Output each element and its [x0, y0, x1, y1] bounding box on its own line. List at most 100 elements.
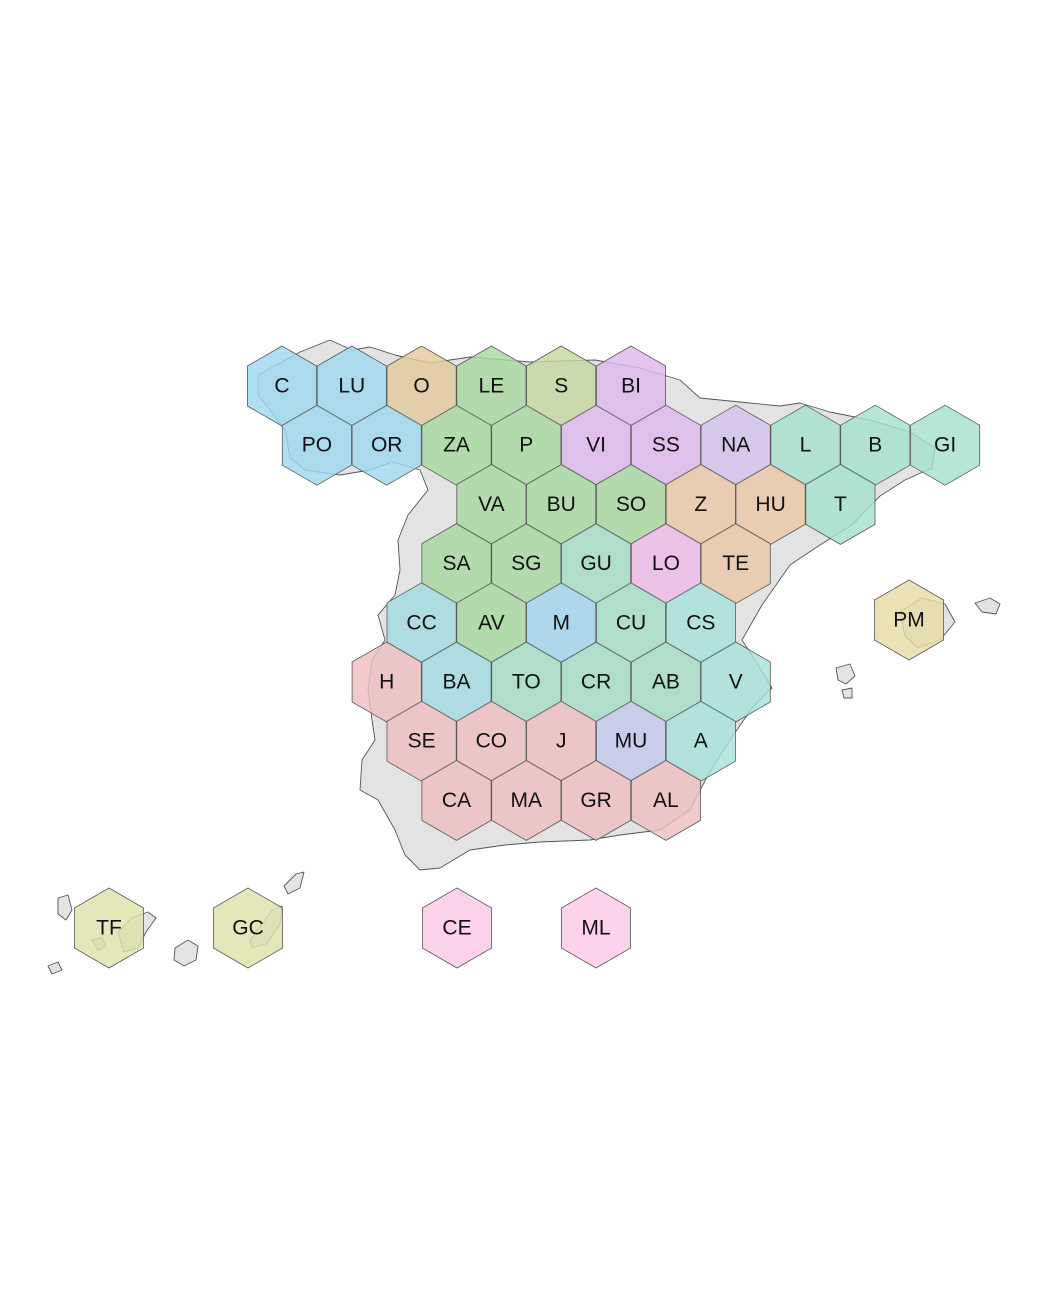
province-label: CO [476, 730, 508, 753]
province-label: BI [621, 375, 641, 398]
hex-shape [351, 404, 422, 486]
menorca [974, 597, 1001, 615]
province-label: PM [893, 609, 925, 632]
province-hex-ca: CA [421, 759, 492, 841]
province-label: SE [408, 730, 436, 753]
hex-shape [421, 887, 493, 969]
province-label: A [694, 730, 708, 753]
province-hex-z: Z [665, 463, 736, 545]
province-hex-cu: CU [596, 582, 666, 664]
province-hex-tf: TF [74, 887, 145, 969]
hex-shape [874, 579, 944, 661]
province-label: CA [442, 789, 471, 812]
province-hex-sg: SG [491, 523, 562, 605]
province-label: B [868, 434, 882, 457]
province-label: P [519, 434, 533, 457]
province-hex-o: O [386, 345, 457, 427]
lanzarote [283, 871, 305, 895]
province-label: TO [512, 671, 541, 694]
province-label: SS [652, 434, 680, 457]
province-hex-al: AL [630, 759, 701, 841]
hex-shape [805, 463, 876, 545]
province-label: HU [755, 493, 785, 516]
province-label: GC [232, 917, 264, 940]
province-hex-gi: GI [910, 404, 981, 486]
province-label: LE [479, 375, 505, 398]
province-hex-hu: HU [735, 463, 806, 545]
province-hex-gr: GR [561, 759, 632, 841]
province-hex-av: AV [456, 582, 527, 664]
province-hex-ba: BA [421, 641, 492, 723]
ibiza [835, 663, 856, 685]
province-hex-va: VA [456, 463, 527, 545]
province-label: VA [478, 493, 504, 516]
province-label: MA [511, 789, 543, 812]
province-label: AB [652, 671, 680, 694]
province-label: NA [721, 434, 750, 457]
province-hex-za: ZA [421, 404, 492, 486]
province-hex-ma: MA [491, 759, 562, 841]
hex-shape [74, 887, 145, 969]
province-hex-c: C [246, 345, 318, 427]
hex-shape [561, 759, 632, 841]
hex-shape [910, 404, 981, 486]
province-label: ZA [443, 434, 470, 457]
province-label: SA [442, 552, 470, 575]
province-label: MU [615, 730, 648, 753]
province-hex-ce: CE [421, 887, 493, 969]
province-hex-or: OR [351, 404, 422, 486]
hierro [47, 961, 63, 975]
province-label: OR [371, 434, 403, 457]
province-label: TE [722, 552, 749, 575]
province-hex-vi: VI [561, 404, 632, 486]
province-label: SO [616, 493, 646, 516]
province-label: C [274, 375, 289, 398]
province-hex-p: P [491, 404, 562, 486]
province-label: AV [478, 611, 504, 634]
province-hex-sa: SA [421, 523, 492, 605]
province-label: CC [406, 611, 436, 634]
province-hex-cs: CS [665, 582, 736, 664]
province-hex-m: M [526, 582, 597, 664]
province-label: ML [581, 917, 610, 940]
province-label: LO [652, 552, 680, 575]
province-hex-lu: LU [316, 345, 387, 427]
province-label: CU [616, 611, 646, 634]
province-hex-cc: CC [386, 582, 457, 664]
province-label: T [834, 493, 847, 516]
province-hex-lo: LO [630, 523, 701, 605]
province-label: VI [586, 434, 606, 457]
formentera [841, 687, 853, 699]
province-label: J [556, 730, 567, 753]
province-label: GU [580, 552, 612, 575]
province-label: TF [96, 917, 122, 940]
province-hex-mu: MU [596, 700, 666, 782]
province-label: V [729, 671, 743, 694]
province-label: SG [511, 552, 541, 575]
province-label: LU [338, 375, 365, 398]
province-label: BA [442, 671, 470, 694]
hex-shape [421, 759, 492, 841]
gran-canaria [173, 939, 199, 967]
province-hex-gc: GC [212, 887, 284, 969]
province-hex-ss: SS [630, 404, 701, 486]
province-label: GR [580, 789, 612, 812]
province-label: CS [686, 611, 715, 634]
province-label: S [554, 375, 568, 398]
la-palma [57, 894, 73, 921]
province-label: Z [694, 493, 707, 516]
hex-shape [630, 759, 701, 841]
province-hex-ml: ML [561, 887, 631, 969]
province-hex-po: PO [281, 404, 352, 486]
province-label: O [413, 375, 429, 398]
hex-shape [491, 759, 562, 841]
province-label: PO [302, 434, 332, 457]
province-label: AL [653, 789, 679, 812]
hex-shape [212, 887, 284, 969]
province-label: BU [547, 493, 576, 516]
hex-shape [281, 404, 352, 486]
province-hex-pm: PM [874, 579, 944, 661]
province-label: CE [442, 917, 471, 940]
